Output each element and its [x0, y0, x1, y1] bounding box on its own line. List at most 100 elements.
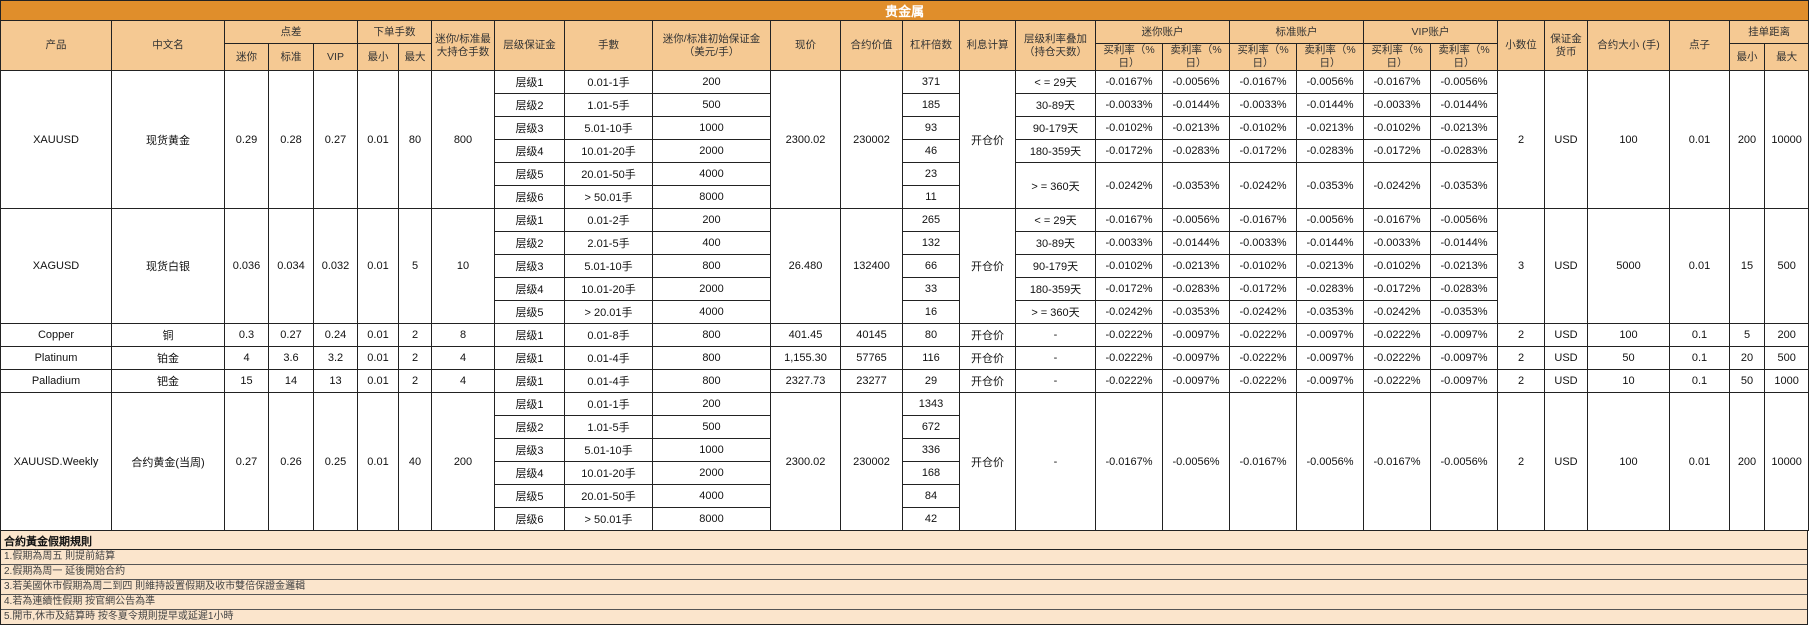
vip-sell-rate: -0.0144%	[1430, 231, 1498, 255]
rate-tier-days: 90-179天	[1015, 254, 1096, 278]
margin-currency: USD	[1544, 346, 1588, 370]
tier-lots: 0.01-8手	[564, 323, 653, 347]
mini-sell-rate: -0.0056%	[1162, 70, 1230, 94]
vip-buy-rate: -0.0242%	[1363, 162, 1431, 209]
vip-buy-rate: -0.0102%	[1363, 116, 1431, 140]
table-row: 层级3 5.01-10手 1000 93 90-179天 -0.0102% -0.0213%…	[1, 116, 1809, 140]
rate-tier-days: < = 29天	[1015, 70, 1096, 94]
header-pending-distance: 挂单距离	[1728, 20, 1810, 44]
header-mini-account: 迷你账户	[1095, 20, 1230, 44]
interest-calc: 开仓价	[959, 369, 1016, 393]
contract-size: 50	[1587, 346, 1670, 370]
product-symbol: Platinum	[0, 346, 112, 370]
vip-buy-rate: -0.0222%	[1363, 323, 1431, 347]
tier-level: 层级4	[494, 277, 565, 301]
header-product: 产品	[0, 20, 112, 71]
spread-standard: 0.27	[268, 323, 314, 347]
order-lots-min: 0.01	[357, 70, 399, 209]
pip: 0.1	[1669, 346, 1730, 370]
header-spread-standard: 标准	[268, 43, 314, 71]
mini-sell-rate: -0.0213%	[1162, 254, 1230, 278]
mini-buy-rate: -0.0172%	[1095, 139, 1163, 163]
product-cn-name: 合约黄金(当周)	[111, 392, 225, 531]
std-buy-rate: -0.0222%	[1229, 346, 1297, 370]
header-lots-max: 最大	[398, 43, 432, 71]
std-buy-rate: -0.0167%	[1229, 208, 1297, 232]
max-position: 10	[431, 208, 495, 324]
table-row: 层级4 10.01-20手 2000 33 180-359天 -0.0172% -0.028…	[1, 277, 1809, 301]
tier-margin: 200	[652, 208, 771, 232]
leverage: 1343	[902, 392, 960, 416]
table-row: XAUUSD 现货黄金 0.29 0.28 0.27 0.01 80 800 层级1 0.01-1…	[0, 70, 1810, 209]
vip-buy-rate: -0.0033%	[1363, 93, 1431, 117]
spread-mini: 0.29	[224, 70, 269, 209]
contract-value: 57765	[840, 346, 903, 370]
product-symbol: XAUUSD.Weekly	[0, 392, 112, 531]
pip: 0.01	[1669, 208, 1730, 324]
rate-tier-days: > = 360天	[1015, 300, 1096, 324]
spread-mini: 15	[224, 369, 269, 393]
tier-margin: 200	[652, 70, 771, 94]
pending-min: 50	[1729, 369, 1765, 393]
contract-size: 100	[1587, 323, 1670, 347]
header-pending-min: 最小	[1729, 43, 1765, 71]
header-pip: 点子	[1669, 20, 1730, 71]
tier-margin: 200	[652, 392, 771, 416]
contract-value: 23277	[840, 369, 903, 393]
mini-buy-rate: -0.0222%	[1095, 369, 1163, 393]
std-sell-rate: -0.0213%	[1296, 254, 1364, 278]
tier-lots: 5.01-10手	[564, 254, 653, 278]
pending-min: 200	[1729, 392, 1765, 531]
pip: 0.1	[1669, 369, 1730, 393]
leverage: 672	[902, 415, 960, 439]
leverage: 46	[902, 139, 960, 163]
interest-calc: 开仓价	[959, 70, 1016, 209]
leverage: 16	[902, 300, 960, 324]
current-price: 2300.02	[770, 70, 841, 209]
pip: 0.1	[1669, 323, 1730, 347]
interest-calc: 开仓价	[959, 392, 1016, 531]
table-row: 层级2 2.01-5手 400 132 30-89天 -0.0033% -0.0144% -0…	[1, 231, 1809, 255]
tier-lots: 10.01-20手	[564, 139, 653, 163]
mini-buy-rate: -0.0102%	[1095, 116, 1163, 140]
tier-lots: 20.01-50手	[564, 484, 653, 508]
tier-level: 层级4	[494, 461, 565, 485]
leverage: 42	[902, 507, 960, 531]
tier-level: 层级6	[494, 507, 565, 531]
vip-buy-rate: -0.0102%	[1363, 254, 1431, 278]
margin-currency: USD	[1544, 323, 1588, 347]
header-spread: 点差	[224, 20, 358, 44]
holiday-rule-item: 4.若為連續性假期 按官網公告為準	[1, 595, 1807, 610]
max-position: 4	[431, 369, 495, 393]
std-buy-rate: -0.0242%	[1229, 300, 1297, 324]
std-buy-rate: -0.0172%	[1229, 277, 1297, 301]
table-row: 层级6 > 50.01手 8000 42	[1, 507, 1809, 531]
interest-calc: 开仓价	[959, 323, 1016, 347]
vip-buy-rate: -0.0242%	[1363, 300, 1431, 324]
table-row: 层级5 > 20.01手 4000 16 > = 360天 -0.0242% -0.0353…	[1, 300, 1809, 324]
header-std-buy-rate: 买利率（%日）	[1229, 43, 1297, 71]
std-sell-rate: -0.0056%	[1296, 70, 1364, 94]
table-row: Palladium 钯金 15 14 13 0.01 2 4 层级1 0.01-4手 800 2327…	[0, 369, 1810, 393]
max-position: 800	[431, 70, 495, 209]
current-price: 26.480	[770, 208, 841, 324]
spread-mini: 0.036	[224, 208, 269, 324]
std-sell-rate: -0.0353%	[1296, 162, 1364, 209]
tier-lots: > 20.01手	[564, 300, 653, 324]
vip-buy-rate: -0.0167%	[1363, 392, 1431, 531]
pending-max: 500	[1763, 346, 1810, 370]
vip-sell-rate: -0.0353%	[1430, 300, 1498, 324]
holiday-rule-item: 3.若美國休市假期為周二到四 則維持設置假期及收市雙倍保證金邏輯	[1, 580, 1807, 595]
header-mini-buy-rate: 买利率（%日）	[1095, 43, 1163, 71]
tier-lots: 1.01-5手	[564, 415, 653, 439]
leverage: 132	[902, 231, 960, 255]
spread-mini: 0.3	[224, 323, 269, 347]
holiday-rules-list: 1.假期為周五 則提前結算 2.假期為周一 延後開始合約 3.若美國休市假期為周二到…	[1, 550, 1807, 624]
max-position: 4	[431, 346, 495, 370]
tier-level: 层级2	[494, 231, 565, 255]
header-spread-vip: VIP	[313, 43, 358, 71]
std-sell-rate: -0.0056%	[1296, 208, 1364, 232]
mini-buy-rate: -0.0167%	[1095, 208, 1163, 232]
rate-tier-days: 180-359天	[1015, 139, 1096, 163]
vip-buy-rate: -0.0222%	[1363, 346, 1431, 370]
